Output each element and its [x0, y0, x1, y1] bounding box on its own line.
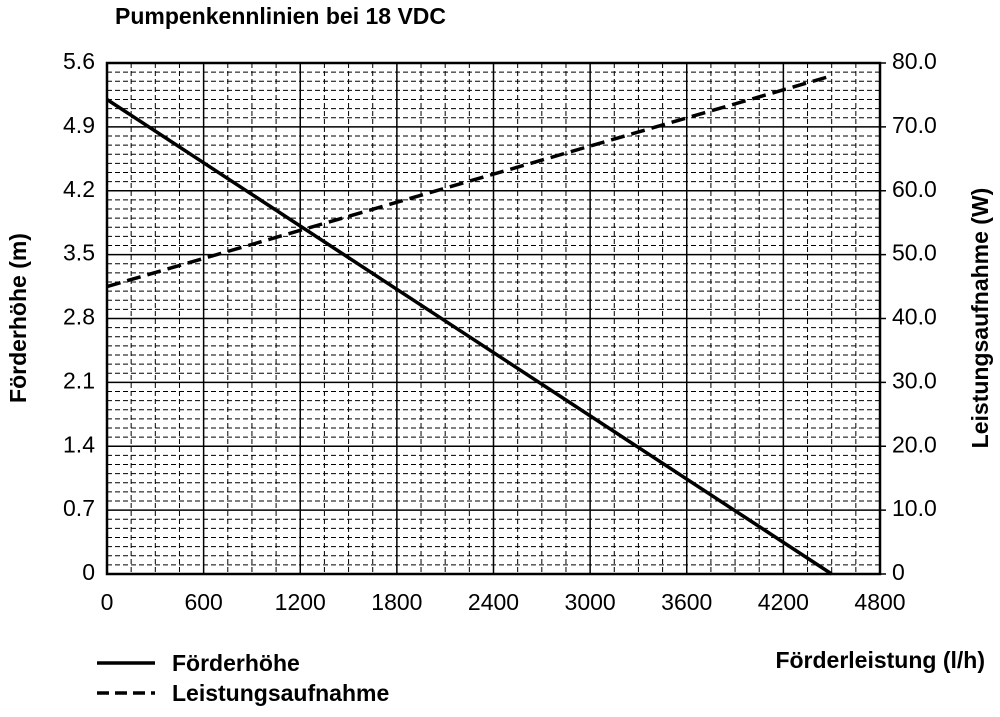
y2-axis-label: Leistungsaufnahme (W): [967, 188, 993, 449]
y2-tick-label: 40.0: [892, 304, 937, 330]
x-tick-label: 3000: [565, 589, 616, 615]
y2-tick-label: 0: [892, 559, 905, 585]
y-tick-label: 0: [82, 559, 95, 585]
y2-tick-label: 30.0: [892, 367, 937, 393]
y-tick-label: 4.2: [63, 176, 95, 202]
x-tick-label: 1200: [275, 589, 326, 615]
legend-label: Förderhöhe: [172, 650, 300, 676]
y2-tick-label: 70.0: [892, 112, 937, 138]
y-tick-label: 0.7: [63, 495, 95, 521]
x-tick-label: 0: [101, 589, 114, 615]
y2-tick-label: 50.0: [892, 240, 937, 266]
y2-tick-label: 60.0: [892, 176, 937, 202]
legend-label: Leistungsaufnahme: [172, 680, 389, 706]
x-tick-label: 1800: [371, 589, 422, 615]
x-tick-label: 3600: [661, 589, 712, 615]
y-axis-label: Förderhöhe (m): [5, 233, 31, 403]
x-tick-label: 4800: [854, 589, 905, 615]
x-tick-label: 4200: [758, 589, 809, 615]
y-tick-label: 3.5: [63, 240, 95, 266]
y-tick-label: 5.6: [63, 48, 95, 74]
y2-tick-label: 80.0: [892, 48, 937, 74]
y2-tick-label: 20.0: [892, 431, 937, 457]
y-tick-label: 2.8: [63, 304, 95, 330]
chart-title: Pumpenkennlinien bei 18 VDC: [115, 3, 446, 29]
y-tick-label: 1.4: [63, 431, 95, 457]
x-tick-label: 2400: [468, 589, 519, 615]
x-tick-label: 600: [184, 589, 222, 615]
series-line: [106, 98, 833, 576]
x-axis-label: Förderleistung (l/h): [775, 647, 985, 673]
y-tick-label: 4.9: [63, 112, 95, 138]
plot-frame: [105, 61, 882, 576]
y2-tick-label: 10.0: [892, 495, 937, 521]
y-tick-label: 2.1: [63, 367, 95, 393]
